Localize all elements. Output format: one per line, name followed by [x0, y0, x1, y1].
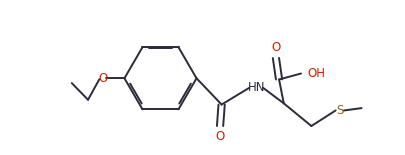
Text: O: O: [215, 130, 225, 143]
Text: O: O: [271, 41, 281, 54]
Text: S: S: [336, 104, 343, 117]
Text: O: O: [98, 72, 108, 85]
Text: OH: OH: [307, 67, 325, 80]
Text: HN: HN: [247, 81, 265, 94]
